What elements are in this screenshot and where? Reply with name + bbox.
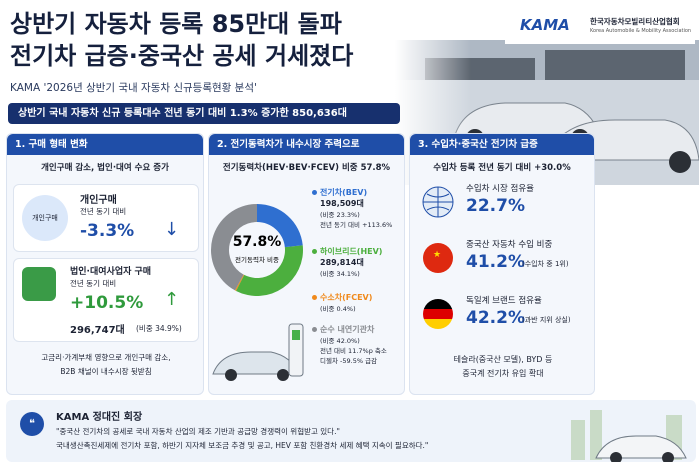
panel: 1. 구매 형태 변화 개인구매 감소, 법인·대여 수요 증가 개인구매 개인… (6, 133, 204, 395)
center-label: 전기동력차 비중 (235, 255, 279, 264)
panel-subtitle: 개인구매 감소, 법인·대여 수요 증가 (41, 163, 169, 173)
legend-note2: 디젤차 -59.5% 급감 (320, 357, 378, 365)
legend-dot (312, 327, 317, 332)
legend-share-label: (비중 42.0%) (320, 337, 360, 345)
item-value: 42.2% (466, 308, 525, 328)
count: 296,747대 (70, 325, 125, 336)
panel: 2. 전기동력차가 내수시장 주력으로 전기동력차(HEV·BEV·FCEV) … (208, 133, 405, 395)
banner: 상반기 국내 자동차 신규 등록대수 전년 동기 대비 1.3% 증가한 850… (8, 103, 400, 124)
footer: B2B 채널이 내수시장 뒷받침 (60, 367, 152, 376)
footer: 중국계 전기차 유입 확대 (462, 369, 544, 378)
speaker: KAMA 정대진 회장 (56, 412, 143, 423)
item-label: 중국산 자동차 수입 비중 (466, 240, 553, 250)
item-note: (수입차 중 1위) (522, 260, 569, 268)
item-label: 독일계 브랜드 점유율 (466, 296, 542, 306)
icon (22, 267, 56, 301)
flag-icon: ★ (423, 243, 453, 273)
panel-subtitle: 전기동력차(HEV·BEV·FCEV) 비중 57.8% (222, 163, 391, 173)
legend-count: 289,814대 (320, 258, 364, 267)
legend-name: 순수 내연기관차 (320, 325, 375, 334)
legend-dot (312, 190, 317, 195)
logo-bg (505, 10, 695, 44)
flag-icon (423, 299, 453, 329)
item-value: 41.2% (466, 252, 525, 272)
legend-note: 전년 대비 11.7%p 축소 (320, 347, 387, 355)
logo-name: 한국자동차모빌리티산업협회 (590, 17, 680, 26)
legend-count: 198,509대 (320, 199, 364, 208)
donut-segment (211, 204, 257, 291)
legend-share-label: (비중 0.4%) (320, 305, 356, 313)
title: 전기차 급증·중국산 공세 거세졌다 (10, 42, 354, 70)
legend-dot (312, 295, 317, 300)
quote-box: ❝ KAMA 정대진 회장 "중국산 전기차의 공세로 국내 자동차 산업의 제… (6, 400, 696, 462)
card: 법인·대여사업자 구매 전년 동기 대비 +10.5% ↑ 296,747대 (… (13, 258, 199, 342)
svg-text:★: ★ (433, 250, 441, 260)
donut-segment (235, 274, 245, 291)
legend-name: 수소차(FCEV) (320, 293, 373, 302)
item-note: (과반 지위 상실) (522, 316, 571, 324)
flag-icon (422, 186, 454, 218)
ev-car (212, 323, 304, 381)
share: (비중 34.9%) (136, 324, 182, 333)
value: -3.3% (80, 221, 135, 241)
panel: 3. 수입차·중국산 전기차 급증 수입차 등록 전년 동기 대비 +30.0%… (409, 133, 595, 395)
logo-mark: KAMA (520, 16, 570, 34)
quote-icon: ❝ (20, 412, 44, 436)
panel-title: 2. 전기동력차가 내수시장 주력으로 (209, 134, 404, 155)
item-label: 수입차 시장 점유율 (466, 184, 534, 194)
quote-text: 국내생산촉진세제에 전기차 포함, 하반기 지자체 보조금 추경 및 공고, H… (56, 441, 429, 450)
legend-share-label: (비중 34.1%) (320, 270, 360, 278)
panel-title: 3. 수입차·중국산 전기차 급증 (410, 134, 594, 155)
arrow-up: ↑ (164, 289, 180, 310)
note: 전년 동기 대비 (70, 279, 117, 288)
donut: 57.8% 전기동력차 비중 (211, 204, 304, 381)
quote-text: "중국산 전기차의 공세로 국내 자동차 산업의 제조 기반과 공급망 경쟁력이… (56, 427, 340, 436)
item-value: 22.7% (466, 196, 525, 216)
panel-subtitle: 수입차 등록 전년 동기 대비 +30.0% (433, 163, 571, 173)
title: 상반기 자동차 등록 85만대 돌파 (10, 10, 342, 38)
legend-share-label: (비중 23.3%) (320, 211, 360, 219)
note: 전년 동기 대비 (80, 207, 127, 216)
legend-note: 전년 동기 대비 +113.6% (320, 221, 393, 229)
arrow-down: ↓ (164, 219, 180, 240)
donut-segment (236, 245, 303, 296)
footer: 테슬라(중국산 모델), BYD 등 (453, 355, 553, 364)
icon: 개인구매 (22, 195, 68, 241)
label: 개인구매 (80, 195, 117, 206)
legend-name: 전기차(BEV) (320, 188, 368, 197)
legend-dot (312, 249, 317, 254)
city-illustration (571, 410, 687, 462)
card: 개인구매 개인구매 전년 동기 대비 -3.3% ↓ (13, 184, 199, 252)
logo-name-en: Korea Automobile & Mobility Association (590, 28, 692, 34)
label: 법인·대여사업자 구매 (70, 267, 152, 277)
panel-title: 1. 구매 형태 변화 (7, 134, 203, 155)
footer: 고금리·가계부채 영향으로 개인구매 감소, (41, 353, 171, 362)
center-value: 57.8% (233, 234, 282, 250)
donut-segment (257, 204, 303, 248)
legend-name: 하이브리드(HEV) (320, 247, 383, 256)
subtitle: KAMA '2026년 상반기 국내 자동차 신규등록현황 분석' (10, 82, 257, 94)
value: +10.5% (70, 293, 144, 313)
